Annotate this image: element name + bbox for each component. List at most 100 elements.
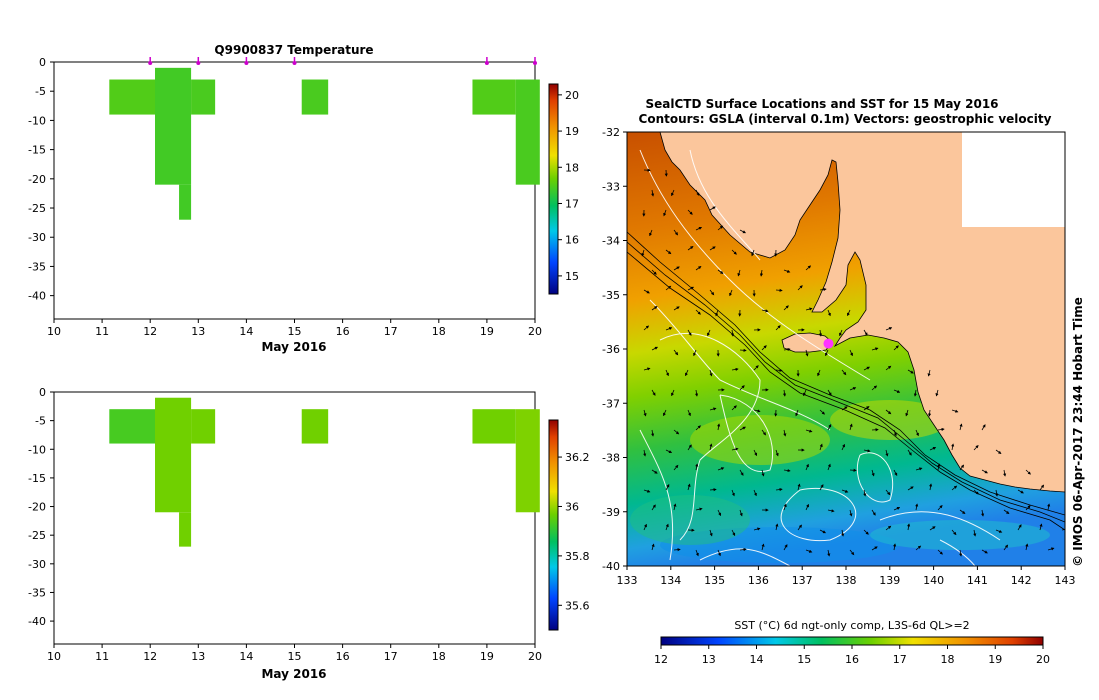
velocity-vector — [707, 329, 711, 337]
velocity-vector — [795, 409, 799, 417]
velocity-vector — [995, 529, 1003, 533]
data-cell — [515, 79, 540, 185]
velocity-vector — [1017, 489, 1024, 494]
x-tick-label: 17 — [384, 325, 398, 338]
velocity-vector — [753, 365, 759, 371]
x-tick-label: 13 — [191, 325, 205, 338]
velocity-vector — [849, 423, 853, 431]
x-tick-label: 14 — [239, 325, 253, 338]
velocity-vector — [1025, 543, 1029, 551]
profile-markers — [148, 57, 537, 65]
velocity-vector — [819, 529, 827, 534]
velocity-vector — [775, 523, 779, 531]
x-tick-label: 12 — [143, 650, 157, 663]
y-tick-label: -35 — [28, 260, 46, 273]
velocity-vector — [695, 463, 699, 471]
x-tick-label: 10 — [47, 325, 61, 338]
y-tick-label: -25 — [28, 529, 46, 542]
velocity-vector — [737, 269, 741, 277]
velocity-vector — [687, 246, 694, 251]
map-x-tick-label: 138 — [836, 574, 857, 587]
sst-colorbar-tick-label: 13 — [702, 653, 716, 666]
velocity-vector — [1003, 509, 1010, 515]
velocity-vector — [927, 409, 932, 417]
data-cell — [179, 184, 192, 220]
x-tick-label: 20 — [528, 650, 542, 663]
velocity-vector — [709, 206, 716, 211]
data-cell — [155, 67, 192, 185]
velocity-vector — [739, 547, 747, 552]
velocity-vector — [871, 546, 878, 551]
velocity-vector — [729, 289, 733, 297]
velocity-vector — [715, 309, 719, 317]
velocity-vector — [1003, 469, 1007, 477]
map-subtitle: Contours: GSLA (interval 0.1m) Vectors: … — [639, 112, 1052, 126]
salinity-colorbar — [548, 419, 559, 631]
velocity-vector — [1047, 503, 1051, 511]
map-y-tick-label: -37 — [602, 397, 620, 410]
velocity-vector — [717, 225, 724, 231]
velocity-vector — [827, 509, 835, 513]
colorbar-tick-label: 16 — [565, 234, 579, 247]
y-tick-label: -5 — [35, 85, 46, 98]
velocity-vector — [841, 406, 848, 411]
velocity-vector — [783, 429, 787, 437]
velocity-vector — [871, 385, 878, 391]
salinity-x-ticks: 10 11 12 13 14 15 16 17 18 19 20 — [47, 644, 542, 663]
velocity-vector — [709, 488, 717, 492]
velocity-vector — [783, 503, 787, 511]
data-cell — [301, 79, 329, 115]
velocity-vector — [827, 463, 831, 471]
map-y-tick-label: -34 — [602, 235, 620, 248]
velocity-vector — [775, 487, 783, 492]
velocity-vector — [651, 269, 657, 275]
velocity-vector — [651, 189, 655, 197]
velocity-vector — [687, 444, 692, 451]
velocity-vector — [981, 549, 988, 554]
y-tick-label: -15 — [28, 472, 46, 485]
velocity-vector — [893, 429, 897, 437]
profile-marker-dot — [533, 61, 537, 65]
velocity-vector — [717, 423, 721, 431]
velocity-vector — [673, 503, 677, 511]
map-x-tick-label: 134 — [660, 574, 681, 587]
velocity-vector — [739, 469, 744, 476]
velocity-vector — [927, 369, 931, 377]
velocity-vector — [819, 409, 825, 415]
velocity-vector — [687, 409, 691, 417]
temperature-y-ticks: 0 -5 -10 -15 -20 -25 -30 -35 -40 — [28, 56, 54, 303]
colorbar-tick-label: 35.6 — [565, 599, 590, 612]
velocity-vector — [695, 265, 702, 271]
velocity-vector — [818, 329, 823, 337]
velocity-vector — [665, 523, 669, 531]
velocity-vector — [935, 389, 939, 397]
velocity-vector — [665, 285, 672, 291]
velocity-vector — [685, 369, 689, 377]
colorbar-tick-label: 36.2 — [565, 451, 590, 464]
velocity-vector — [937, 463, 941, 471]
velocity-vector — [695, 425, 701, 431]
data-cell — [301, 409, 329, 444]
profile-marker-dot — [196, 61, 201, 65]
velocity-vector — [805, 349, 809, 357]
x-tick-label: 19 — [480, 650, 494, 663]
colorbar-tick-label: 15 — [565, 270, 579, 283]
velocity-vector — [739, 385, 745, 391]
velocity-vector — [709, 246, 716, 251]
velocity-vector — [761, 345, 767, 351]
velocity-vector — [687, 209, 693, 215]
velocity-vector — [671, 389, 675, 397]
velocity-vector — [973, 529, 977, 537]
velocity-vector — [797, 285, 803, 291]
velocity-vector — [753, 409, 761, 413]
sst-cool-patch — [630, 495, 750, 545]
velocity-vector — [915, 467, 923, 471]
velocity-vector — [695, 507, 703, 511]
map-y-tick-label: -33 — [602, 180, 620, 193]
sst-colorbar-tick-label: 18 — [941, 653, 955, 666]
velocity-vector — [827, 549, 831, 557]
velocity-vector — [995, 489, 999, 497]
velocity-vector — [731, 405, 737, 411]
data-cell — [179, 512, 192, 547]
velocity-vector — [673, 349, 679, 356]
